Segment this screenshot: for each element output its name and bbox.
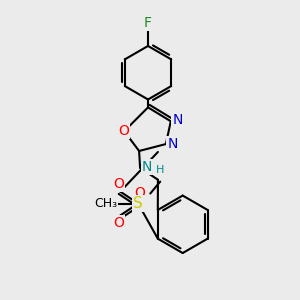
- Text: O: O: [113, 177, 124, 191]
- Text: O: O: [135, 186, 146, 200]
- Text: F: F: [144, 16, 152, 30]
- Text: O: O: [113, 216, 124, 230]
- Text: CH₃: CH₃: [94, 197, 117, 210]
- Text: O: O: [118, 124, 129, 138]
- Text: N: N: [172, 113, 183, 127]
- Text: H: H: [156, 165, 164, 175]
- Text: S: S: [133, 196, 143, 211]
- Text: N: N: [142, 160, 152, 174]
- Text: N: N: [168, 137, 178, 151]
